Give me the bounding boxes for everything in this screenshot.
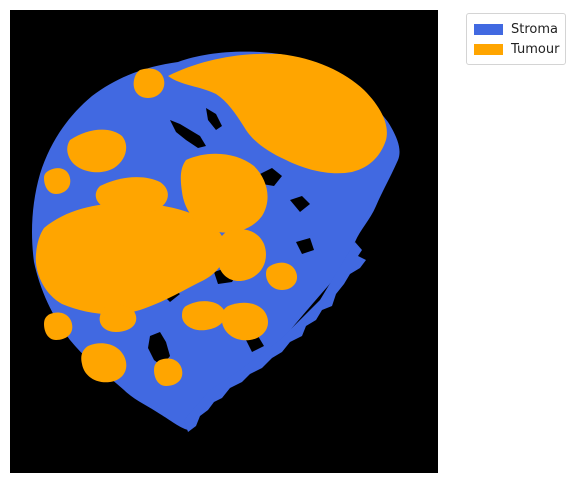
tissue-segmentation-map (32, 51, 400, 432)
legend: Stroma Tumour (466, 13, 566, 65)
legend-label-stroma: Stroma (511, 21, 558, 37)
legend-swatch-stroma (474, 23, 503, 35)
legend-entry-tumour: Tumour (474, 39, 560, 59)
legend-entry-stroma: Stroma (474, 19, 558, 39)
legend-label-tumour: Tumour (511, 41, 560, 57)
stroma-ragged-edge (184, 242, 366, 432)
tumour-regions (35, 53, 387, 386)
segmentation-mask-image (10, 10, 438, 473)
legend-swatch-tumour (474, 43, 503, 55)
